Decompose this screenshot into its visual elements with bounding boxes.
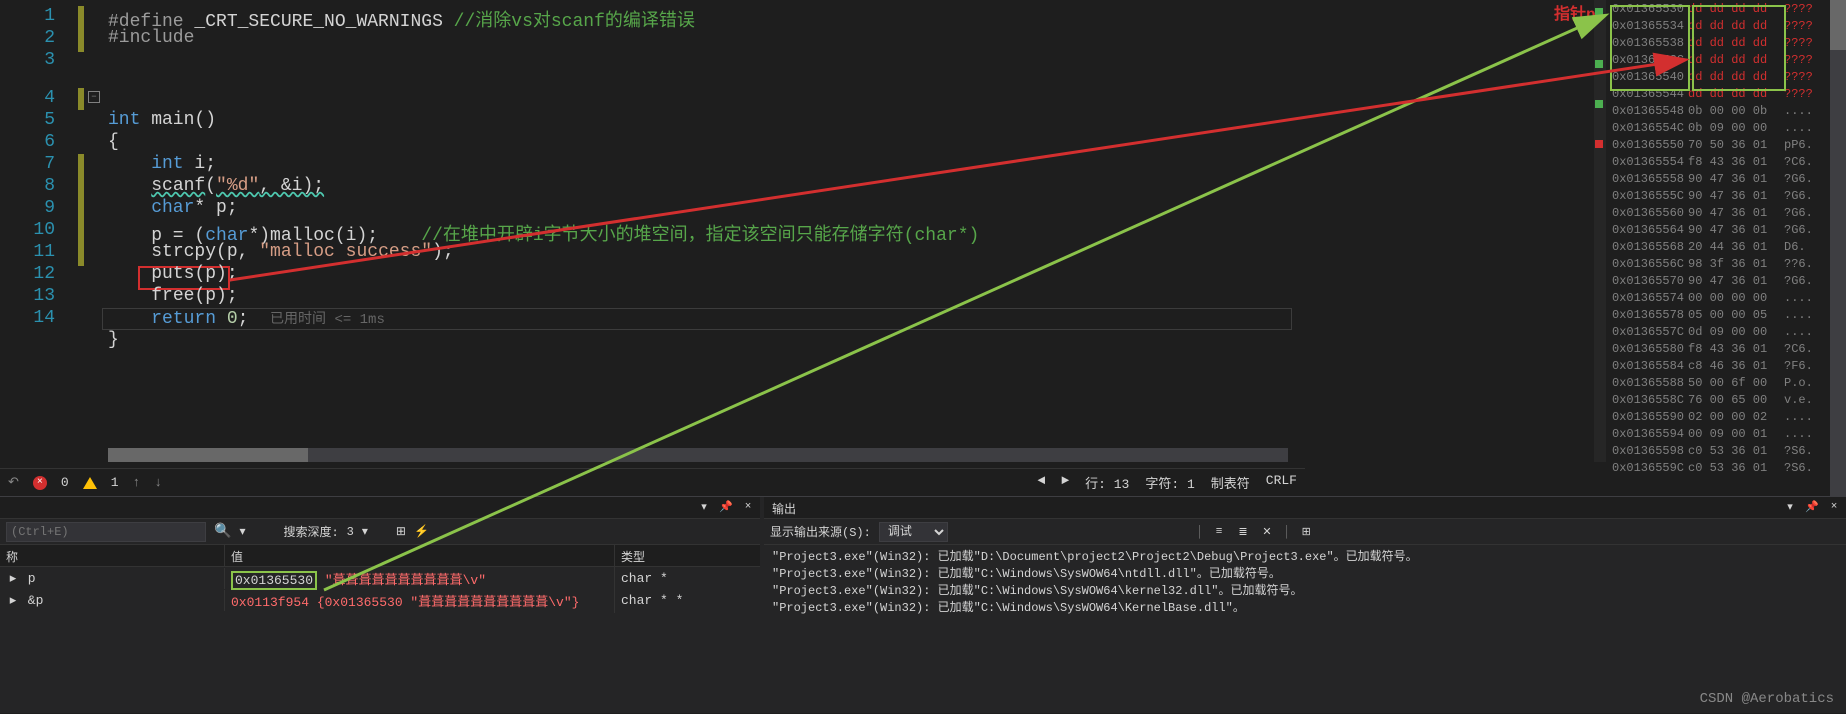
memory-row: 0x01365554f8 43 36 01?C6. xyxy=(1608,153,1846,170)
memory-row: 0x0136556820 44 36 01 D6. xyxy=(1608,238,1846,255)
memory-row: 0x0136557090 47 36 01?G6. xyxy=(1608,272,1846,289)
col-name: 称 xyxy=(0,545,225,566)
watch-row[interactable]: ▸ p0x01365530 "葺葺葺葺葺葺葺葺葺葺\v"char * xyxy=(0,567,760,589)
depth-value: 3 xyxy=(347,525,354,539)
watch-header: 称 值 类型 xyxy=(0,545,760,567)
watch-panel[interactable]: ▾ 📌 × 🔍▾ 搜索深度: 3 ▾ ⊞ ⚡ 称 值 类型 ▸ p0x01365… xyxy=(0,497,760,714)
error-count: 0 xyxy=(61,475,69,490)
output-panel[interactable]: 输出 ▾ 📌 × 显示输出来源(S): 调试 │ ≡ ≣ ✕ │ ⊞ "Proj… xyxy=(764,497,1846,714)
close-icon[interactable]: × xyxy=(1826,499,1842,515)
memory-row: 0x0136556C98 3f 36 01??6. xyxy=(1608,255,1846,272)
scrollbar-thumb[interactable] xyxy=(108,448,308,462)
memory-row: 0x01365540dd dd dd dd???? xyxy=(1608,68,1846,85)
close-icon[interactable]: × xyxy=(740,499,756,515)
watch-search-input[interactable] xyxy=(6,522,206,542)
memory-row: 0x01365584c8 46 36 01?F6. xyxy=(1608,357,1846,374)
memory-row: 0x0136558C76 00 65 00v.e. xyxy=(1608,391,1846,408)
memory-row: 0x0136557400 00 00 00.... xyxy=(1608,289,1846,306)
output-source-label: 显示输出来源(S): xyxy=(770,523,871,540)
memory-row: 0x0136555C90 47 36 01?G6. xyxy=(1608,187,1846,204)
memory-row: 0x0136559002 00 00 02.... xyxy=(1608,408,1846,425)
watch-row[interactable]: ▸ &p0x0113f954 {0x01365530 "葺葺葺葺葺葺葺葺葺葺\v… xyxy=(0,589,760,611)
scroll-left-icon[interactable]: ◄ xyxy=(1038,473,1046,492)
col-type: 类型 xyxy=(615,545,755,566)
gutter: 1234567891011121314 xyxy=(0,0,70,462)
output-text: "Project3.exe"(Win32): 已加载"D:\Document\p… xyxy=(764,545,1846,621)
memory-row: 0x0136556490 47 36 01?G6. xyxy=(1608,221,1846,238)
memory-row: 0x01365530dd dd dd dd???? xyxy=(1608,0,1846,17)
memory-row: 0x01365534dd dd dd dd???? xyxy=(1608,17,1846,34)
memory-row: 0x01365538dd dd dd dd???? xyxy=(1608,34,1846,51)
code-editor[interactable]: 1234567891011121314 − #define _CRT_SECUR… xyxy=(0,0,1305,462)
line-indicator: 行: 13 xyxy=(1085,473,1129,492)
memory-row: 0x0136554C0b 09 00 00.... xyxy=(1608,119,1846,136)
scrollbar-thumb[interactable] xyxy=(1830,0,1846,50)
crlf-indicator: CRLF xyxy=(1266,473,1297,492)
memory-row: 0x0136555890 47 36 01?G6. xyxy=(1608,170,1846,187)
memory-row: 0x0136556090 47 36 01?G6. xyxy=(1608,204,1846,221)
memory-row: 0x01365544dd dd dd dd???? xyxy=(1608,85,1846,102)
tool-icon[interactable]: ≣ xyxy=(1235,524,1251,540)
dropdown-icon[interactable]: ▾ xyxy=(696,499,712,515)
col-value: 值 xyxy=(225,545,615,566)
minimap[interactable] xyxy=(1594,0,1606,462)
memory-row: 0x013655480b 00 00 0b.... xyxy=(1608,102,1846,119)
fold-icon[interactable]: − xyxy=(88,91,100,103)
tab-indicator: 制表符 xyxy=(1211,473,1250,492)
warning-icon[interactable] xyxy=(83,477,97,489)
memory-row: 0x0136558850 00 6f 00P.o. xyxy=(1608,374,1846,391)
output-title-bar: 输出 ▾ 📌 × xyxy=(764,497,1846,519)
col-indicator: 字符: 1 xyxy=(1145,473,1194,492)
dropdown-icon[interactable]: ▾ xyxy=(362,524,368,539)
tool-icon[interactable]: ⚡ xyxy=(414,524,429,539)
output-source-select[interactable]: 调试 xyxy=(879,522,948,542)
arrow-down-icon[interactable]: ↓ xyxy=(154,475,162,490)
error-icon[interactable]: × xyxy=(33,476,47,490)
tool-icon[interactable]: ⊞ xyxy=(1298,524,1314,540)
scroll-right-icon[interactable]: ► xyxy=(1061,473,1069,492)
nav-back-icon[interactable]: ↶ xyxy=(8,475,19,490)
horizontal-scrollbar[interactable] xyxy=(108,448,1288,462)
memory-panel[interactable]: 0x01365530dd dd dd dd????0x01365534dd dd… xyxy=(1608,0,1846,500)
memory-row: 0x0136553Cdd dd dd dd???? xyxy=(1608,51,1846,68)
memory-row: 0x0136559Cc0 53 36 01?S6. xyxy=(1608,459,1846,476)
pin-icon[interactable]: 📌 xyxy=(1804,499,1820,515)
warning-count: 1 xyxy=(111,475,119,490)
tool-icon[interactable]: ≡ xyxy=(1211,524,1227,540)
pointer-p-label: 指针p xyxy=(1554,0,1596,24)
watermark: CSDN @Aerobatics xyxy=(1700,691,1834,707)
memory-row: 0x0136559400 09 00 01.... xyxy=(1608,425,1846,442)
status-bar: ↶ × 0 1 ↑ ↓ ◄ ► 行: 13 字符: 1 制表符 CRLF xyxy=(0,468,1305,496)
memory-row: 0x0136557805 00 00 05.... xyxy=(1608,306,1846,323)
dropdown-icon[interactable]: ▾ xyxy=(1782,499,1798,515)
memory-row: 0x01365598c0 53 36 01?S6. xyxy=(1608,442,1846,459)
memory-row: 0x01365580f8 43 36 01?C6. xyxy=(1608,340,1846,357)
arrow-up-icon[interactable]: ↑ xyxy=(133,475,141,490)
clear-icon[interactable]: ✕ xyxy=(1259,524,1275,540)
output-title: 输出 xyxy=(772,503,796,517)
tool-icon[interactable]: ⊞ xyxy=(396,524,406,539)
pin-icon[interactable]: 📌 xyxy=(718,499,734,515)
memory-scrollbar[interactable] xyxy=(1830,0,1846,500)
depth-label: 搜索深度: xyxy=(283,523,338,540)
watch-title-bar: ▾ 📌 × xyxy=(0,497,760,519)
memory-row: 0x0136557C0d 09 00 00.... xyxy=(1608,323,1846,340)
memory-row: 0x0136555070 50 36 01pP6. xyxy=(1608,136,1846,153)
